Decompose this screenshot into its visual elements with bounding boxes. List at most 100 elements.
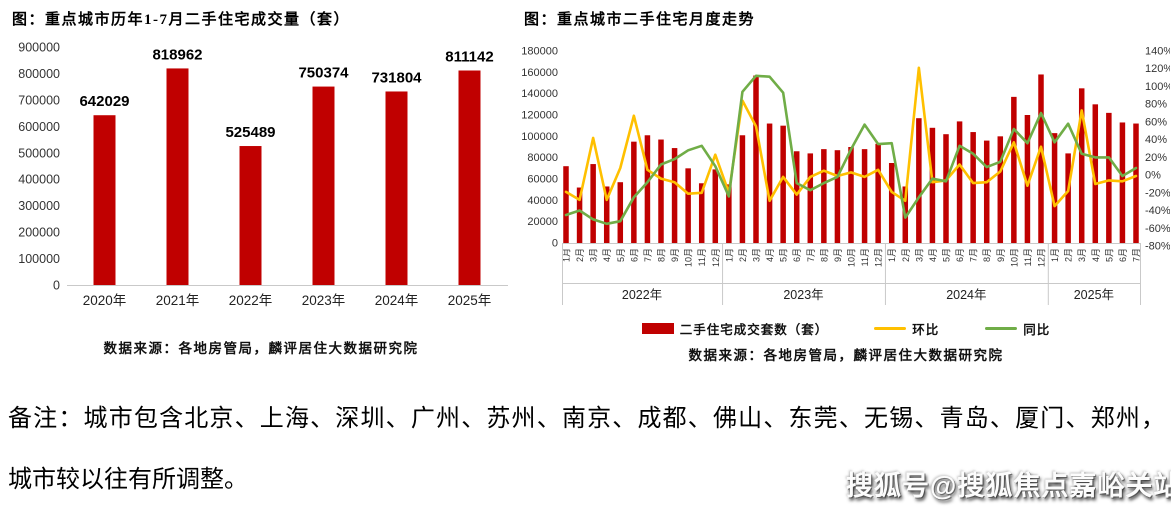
month-bar (916, 118, 922, 243)
right-tick-label: 40% (1145, 134, 1167, 146)
month-bar (1133, 123, 1139, 243)
month-tick-label: 6月 (955, 248, 965, 262)
month-tick-label: 10月 (1009, 248, 1019, 267)
month-tick-label: 2月 (738, 248, 748, 262)
month-tick-label: 10月 (684, 248, 694, 267)
month-tick-label: 7月 (806, 248, 816, 262)
legend-label-mom: 环比 (912, 323, 940, 337)
right-tick-label: 140% (1145, 46, 1170, 58)
x-category-label: 2021年 (156, 293, 200, 308)
month-tick-label: 5月 (1104, 248, 1114, 262)
month-bar (766, 123, 773, 243)
y-tick-label: 300000 (18, 199, 60, 213)
right-tick-label: -60% (1145, 223, 1170, 235)
month-bar (956, 121, 963, 243)
month-tick-label: 8月 (819, 248, 829, 262)
left-tick-label: 40000 (527, 195, 558, 207)
month-tick-label: 8月 (657, 248, 667, 262)
month-bar (712, 169, 719, 243)
right-tick-label: -20% (1145, 187, 1170, 199)
bar-2021年 (166, 68, 189, 285)
right-tick-label: 20% (1145, 152, 1167, 164)
footnote-line-1: 备注：城市包含北京、上海、深圳、广州、苏州、南京、成都、佛山、东莞、无锡、青岛、… (8, 406, 1165, 432)
bar-value-label: 811142 (445, 48, 493, 65)
month-tick-label: 3月 (1077, 248, 1087, 262)
legend-label-yoy: 同比 (1023, 323, 1051, 337)
watermark: 搜狐号@搜狐焦点嘉峪关站 (846, 471, 1171, 501)
x-axis-labels: 2020年 2021年 2022年 2023年 2024年 2025年 (83, 293, 492, 308)
month-bar (563, 166, 569, 243)
y-tick-label: 800000 (18, 67, 60, 81)
y-tick-label: 500000 (18, 146, 60, 160)
right-tick-label: 60% (1145, 116, 1167, 128)
year-label: 2024年 (946, 288, 986, 302)
year-labels: 2022年 2023年 2024年 2025年 (622, 288, 1114, 302)
month-bar (739, 135, 746, 243)
yoy-line (564, 74, 1138, 226)
annual-chart-source: 数据来源：各地房管局，麟评居住大数据研究院 (103, 341, 419, 356)
month-tick-label: 11月 (697, 248, 707, 266)
month-tick-label: 9月 (670, 248, 680, 262)
month-bar (780, 125, 786, 243)
month-tick-label: 2月 (575, 248, 585, 262)
yoy-line-swatch-icon (985, 326, 1018, 331)
month-tick-label: 1月 (1050, 248, 1060, 262)
bar-2022年 (239, 146, 262, 285)
month-tick-label: 5月 (942, 248, 952, 262)
month-bar (603, 186, 610, 243)
y-tick-label: 700000 (18, 93, 60, 107)
month-tick-label: 8月 (982, 248, 992, 262)
month-bar (1092, 104, 1099, 243)
mom-line (564, 66, 1138, 208)
month-tick-label: 3月 (752, 248, 762, 262)
y-tick-label: 0 (53, 279, 60, 293)
month-tick-label: 12月 (1037, 248, 1047, 267)
month-bar (929, 127, 936, 243)
x-category-label: 2020年 (83, 293, 127, 308)
x-category-label: 2025年 (448, 293, 492, 308)
y-tick-label: 900000 (18, 41, 60, 55)
month-tick-label: 7月 (1132, 248, 1142, 262)
x-category-label: 2023年 (302, 293, 346, 308)
month-tick-label: 9月 (833, 248, 843, 262)
bar-value-label: 642029 (79, 93, 129, 110)
month-tick-label: 7月 (969, 248, 979, 262)
bars (93, 68, 481, 285)
bar-value-label: 731804 (371, 69, 422, 86)
month-bar (1024, 115, 1031, 243)
month-bar (983, 140, 990, 243)
bar-value-label: 525489 (225, 124, 275, 141)
right-tick-label: 120% (1145, 63, 1170, 75)
left-tick-label: 140000 (522, 88, 558, 100)
left-tick-label: 60000 (527, 174, 558, 186)
month-tick-label: 1月 (724, 248, 734, 262)
y-tick-label: 600000 (18, 120, 60, 134)
month-tick-label: 1月 (562, 248, 572, 262)
right-tick-label: 100% (1145, 81, 1170, 93)
month-tick-label: 1月 (887, 248, 897, 262)
month-tick-label: 3月 (914, 248, 924, 262)
month-tick-label: 12月 (711, 248, 721, 267)
month-tick-label: 2月 (1064, 248, 1074, 262)
month-bar (1119, 122, 1126, 243)
bar-2020年 (93, 115, 116, 285)
month-bar (617, 182, 624, 243)
month-tick-label: 4月 (765, 248, 775, 262)
month-tick-label: 7月 (643, 248, 653, 262)
month-bar (753, 75, 759, 244)
month-bar (1106, 112, 1112, 243)
month-bar (576, 187, 583, 243)
month-bar (821, 149, 827, 243)
year-group-separators (562, 243, 1141, 305)
left-tick-label: 120000 (522, 110, 558, 122)
month-tick-label: 12月 (874, 248, 884, 267)
month-tick-label: 5月 (616, 248, 626, 262)
bar-series-swatch-icon (641, 323, 674, 334)
bar-value-label: 818962 (152, 46, 202, 63)
month-bar (848, 147, 854, 243)
month-bar (685, 168, 691, 243)
monthly-trend-chart-panel: 图：重点城市二手住宅月度走势 180000 160000 140000 120000 1… (522, 8, 1170, 364)
bar-value-label: 750374 (298, 65, 349, 82)
month-tick-label: 4月 (1091, 248, 1101, 262)
month-bar (970, 132, 976, 243)
